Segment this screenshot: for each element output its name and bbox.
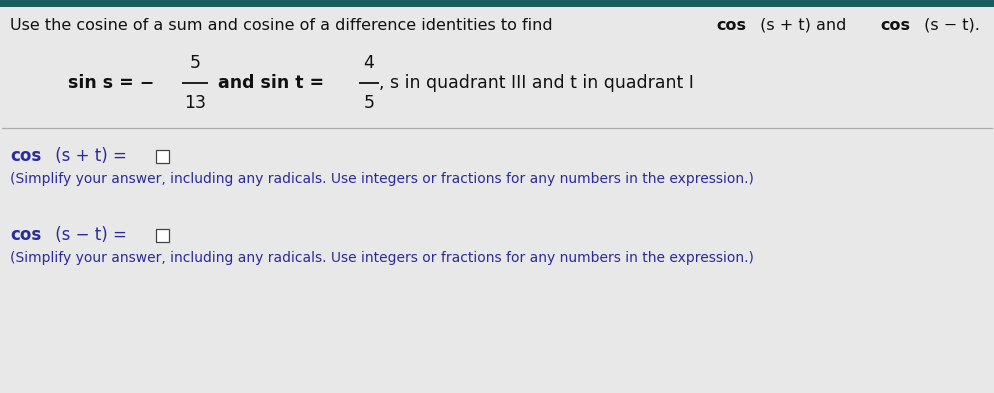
Text: 5: 5 [364,94,375,112]
Text: (s − t).: (s − t). [918,18,979,33]
Text: cos: cos [10,226,41,244]
Text: (s + t) and: (s + t) and [755,18,852,33]
Text: 4: 4 [364,54,375,72]
FancyBboxPatch shape [156,228,169,242]
Text: and sin t =: and sin t = [213,74,324,92]
Text: 5: 5 [190,54,201,72]
Text: 13: 13 [184,94,207,112]
Text: , s in quadrant III and t in quadrant I: , s in quadrant III and t in quadrant I [379,74,694,92]
Text: Use the cosine of a sum and cosine of a difference identities to find: Use the cosine of a sum and cosine of a … [10,18,558,33]
Text: cos: cos [10,147,41,165]
Text: (Simplify your answer, including any radicals. Use integers or fractions for any: (Simplify your answer, including any rad… [10,172,753,186]
Text: sin s = −: sin s = − [68,74,154,92]
Text: cos: cos [717,18,746,33]
Text: (s − t) =: (s − t) = [51,226,132,244]
Text: (Simplify your answer, including any radicals. Use integers or fractions for any: (Simplify your answer, including any rad… [10,251,753,265]
Text: (s + t) =: (s + t) = [51,147,132,165]
FancyBboxPatch shape [156,149,169,162]
Bar [0,0,994,7]
Text: cos: cos [880,18,910,33]
